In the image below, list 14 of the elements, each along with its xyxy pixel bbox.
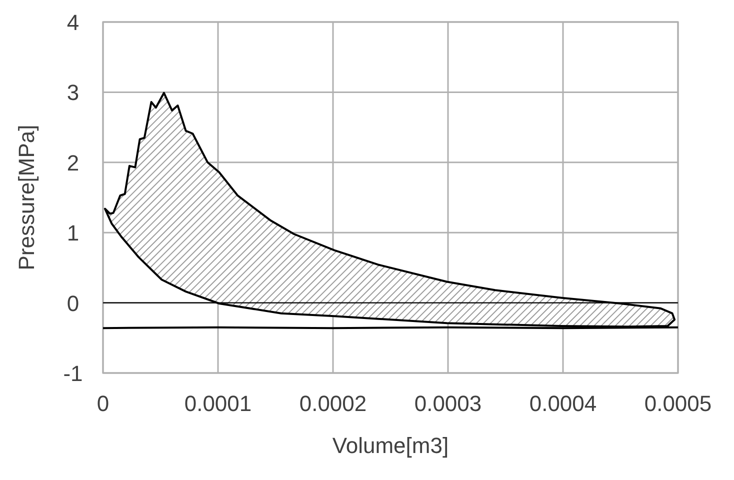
- x-tick-label: 0.0003: [414, 391, 482, 416]
- x-tick-label: 0.0001: [184, 391, 252, 416]
- x-tick-label: 0.0002: [299, 391, 367, 416]
- y-tick-label: 3: [66, 80, 80, 106]
- x-tick-label: 0.0005: [644, 391, 712, 416]
- y-tick-label: 0: [66, 290, 80, 316]
- y-tick-label: 4: [66, 10, 80, 35]
- y-axis-title: Pressure[MPa]: [14, 124, 39, 270]
- x-tick-label: 0.0004: [529, 391, 597, 416]
- x-tick-label: 0: [96, 391, 110, 416]
- y-tick-label: 2: [66, 150, 80, 176]
- y-tick-label: -1: [63, 361, 83, 386]
- y-tick-label: 1: [66, 220, 80, 246]
- x-axis-title: Volume[m3]: [332, 433, 449, 458]
